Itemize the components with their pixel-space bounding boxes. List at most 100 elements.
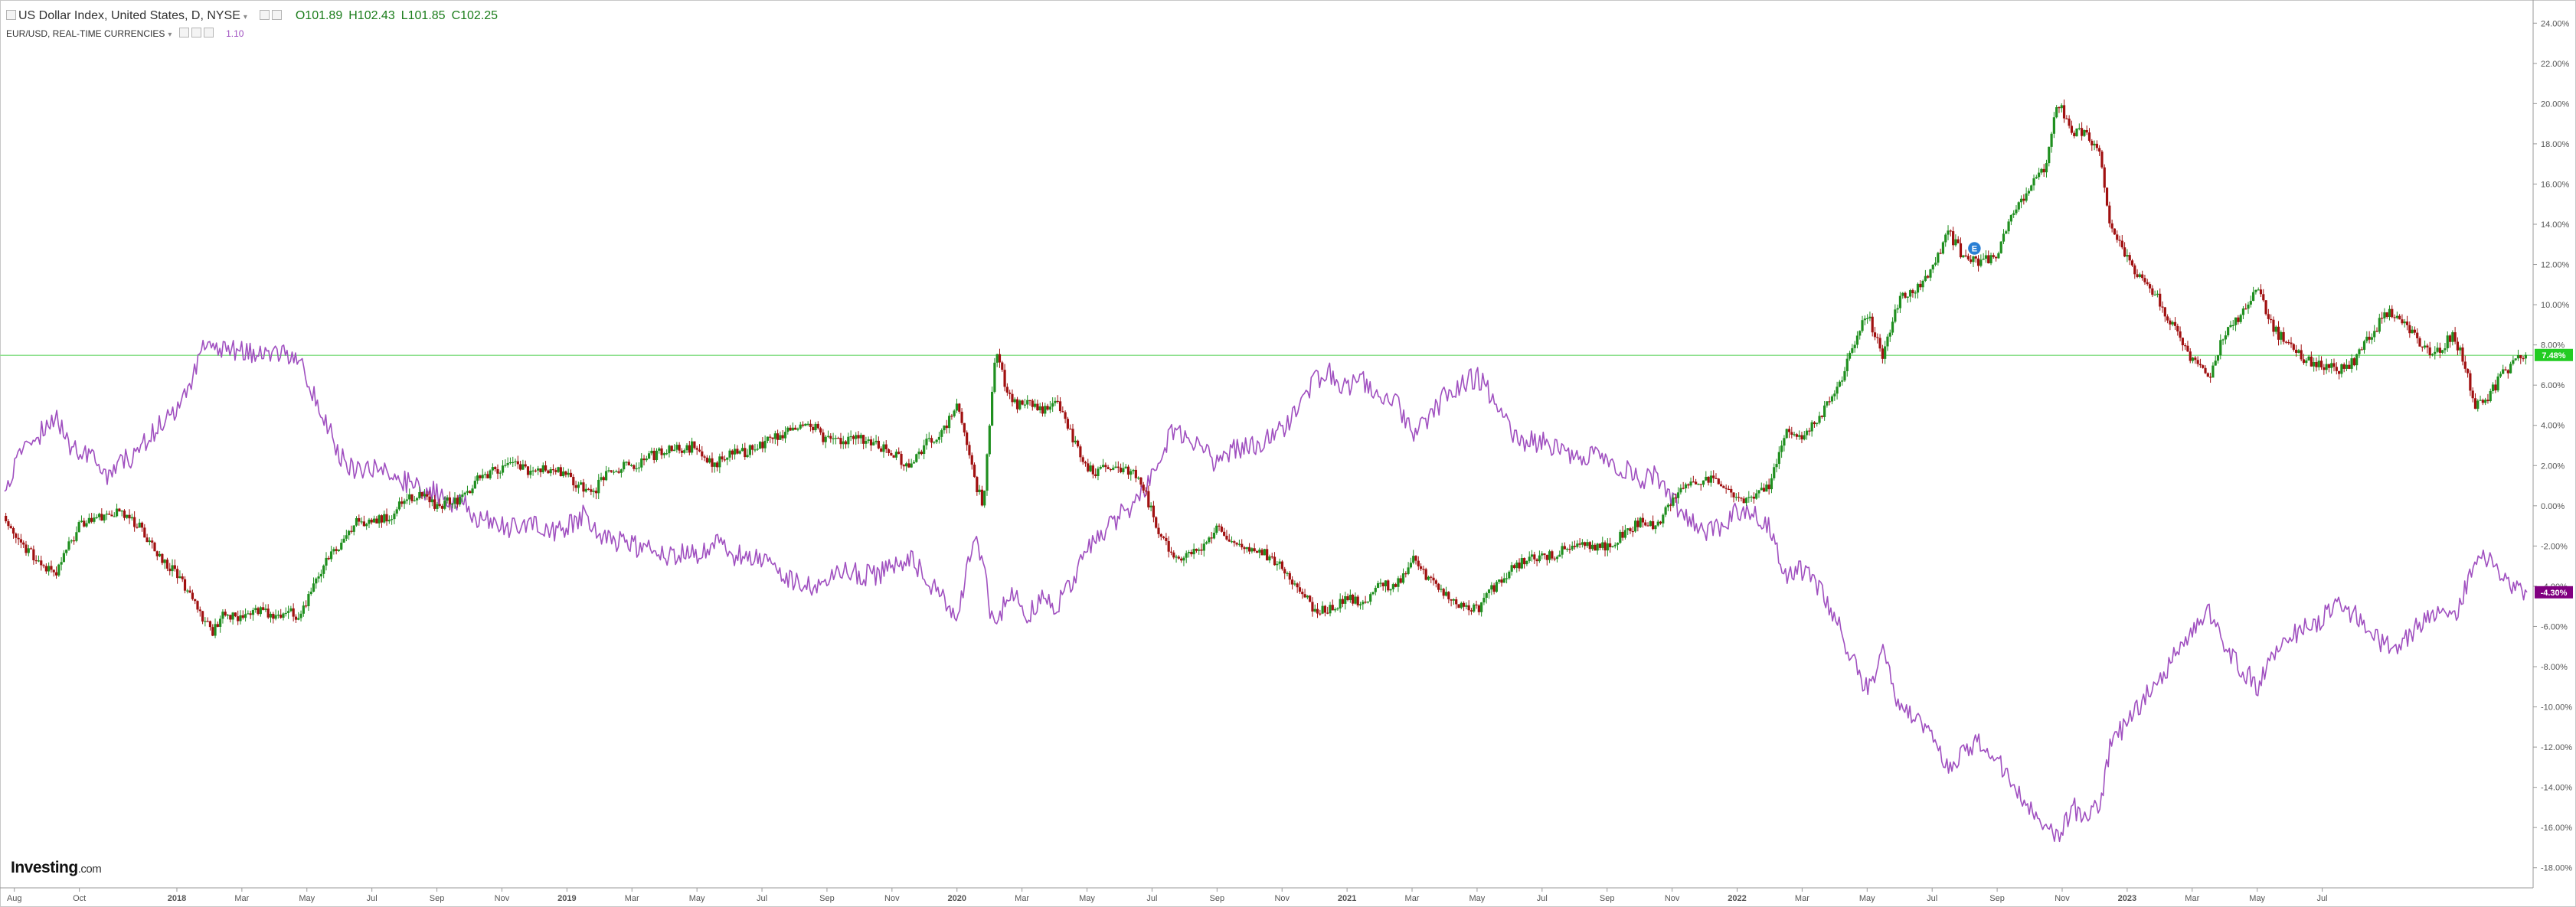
- candle-body: [2252, 292, 2255, 302]
- candle-body: [1452, 599, 1456, 601]
- candle: [1931, 264, 1934, 273]
- candle: [874, 435, 878, 445]
- candle: [2393, 314, 2396, 322]
- legend-primary[interactable]: US Dollar Index, United States, D, NYSE ▾…: [6, 9, 504, 23]
- candle: [2133, 263, 2136, 279]
- candle: [569, 469, 573, 478]
- candle: [1611, 546, 1614, 548]
- candle: [865, 436, 868, 449]
- candle: [2048, 146, 2051, 167]
- candle-body: [2355, 354, 2359, 366]
- candle: [1404, 571, 1407, 578]
- candle-body: [2002, 233, 2006, 242]
- candle: [1258, 547, 1261, 559]
- candle-body: [1750, 496, 1753, 498]
- candle-body: [580, 482, 583, 485]
- candle: [514, 458, 517, 467]
- candle-body: [72, 540, 76, 542]
- candle-body: [1270, 556, 1273, 558]
- candle: [128, 509, 131, 524]
- candle: [1155, 516, 1158, 529]
- candle: [2083, 129, 2086, 137]
- candle: [208, 620, 212, 631]
- candle: [1218, 523, 1221, 531]
- candle: [65, 549, 68, 556]
- candle: [249, 610, 252, 619]
- candle: [206, 617, 209, 622]
- candle: [2017, 201, 2020, 212]
- candle: [1147, 485, 1150, 510]
- event-marker[interactable]: E: [1966, 240, 1983, 256]
- candle-body: [1737, 497, 1741, 498]
- collapse-icon[interactable]: [6, 10, 16, 20]
- candle-body: [1972, 256, 1975, 263]
- candle: [683, 448, 686, 455]
- candle: [804, 423, 807, 426]
- legend-secondary[interactable]: EUR/USD, REAL-TIME CURRENCIES ▾ 1.10: [6, 28, 244, 39]
- candle-body: [405, 499, 408, 501]
- x-tick-label: May: [2249, 894, 2265, 903]
- candle: [1765, 481, 1768, 492]
- candle-body: [1401, 573, 1405, 583]
- candle-body: [1959, 243, 1963, 258]
- candle-body: [93, 517, 96, 522]
- candle-body: [1795, 434, 1798, 437]
- candle: [1798, 430, 1801, 440]
- candle: [1339, 593, 1342, 613]
- candle-body: [2451, 332, 2454, 342]
- candle-body: [2221, 339, 2225, 341]
- candle-body: [862, 435, 865, 444]
- candle: [1820, 415, 1823, 419]
- settings-icon[interactable]: [260, 10, 270, 20]
- candle: [721, 452, 724, 462]
- candle: [2045, 159, 2048, 178]
- candle-body: [1263, 549, 1266, 556]
- candle-body: [2489, 390, 2492, 402]
- candle: [1066, 416, 1070, 431]
- candle-body: [1313, 608, 1316, 612]
- event-marker-circle[interactable]: [1966, 240, 1983, 256]
- candle-body: [463, 492, 466, 495]
- candle-body: [564, 471, 567, 475]
- candle: [1477, 604, 1480, 615]
- candle: [794, 425, 797, 430]
- candle: [1104, 462, 1107, 472]
- candle: [1777, 446, 1780, 469]
- candle-body: [1104, 465, 1107, 468]
- settings-icon[interactable]: [178, 28, 189, 38]
- candle: [1313, 604, 1316, 613]
- candle-body: [859, 435, 862, 439]
- candle-body: [1152, 505, 1156, 517]
- candle: [1594, 543, 1597, 551]
- candle: [1336, 607, 1339, 611]
- candle: [2022, 194, 2025, 205]
- candle: [2194, 355, 2197, 364]
- candle: [2456, 337, 2460, 356]
- candle: [2241, 305, 2245, 320]
- close-icon[interactable]: [203, 28, 214, 38]
- candle: [1732, 492, 1735, 503]
- candle: [2123, 242, 2127, 258]
- close-icon[interactable]: [272, 10, 283, 20]
- candle: [1836, 381, 1839, 400]
- candle-body: [186, 590, 189, 592]
- y-tick-label: 24.00%: [2541, 19, 2570, 28]
- candle-body: [1023, 404, 1027, 406]
- legend-dropdown-icon[interactable]: ▾: [168, 31, 172, 39]
- candle: [708, 455, 711, 464]
- candle-body: [1268, 556, 1271, 561]
- candle: [958, 403, 961, 414]
- candle-body: [1469, 610, 1473, 612]
- candle: [869, 436, 873, 452]
- candle-body: [801, 424, 805, 426]
- candle: [943, 425, 946, 434]
- candle-body: [62, 553, 66, 563]
- legend-dropdown-icon[interactable]: ▾: [243, 13, 247, 21]
- hide-icon[interactable]: [191, 28, 201, 38]
- candle: [1165, 533, 1168, 546]
- candle: [915, 453, 918, 463]
- candle-body: [423, 494, 427, 497]
- candle: [955, 398, 959, 413]
- candle-body: [715, 462, 719, 468]
